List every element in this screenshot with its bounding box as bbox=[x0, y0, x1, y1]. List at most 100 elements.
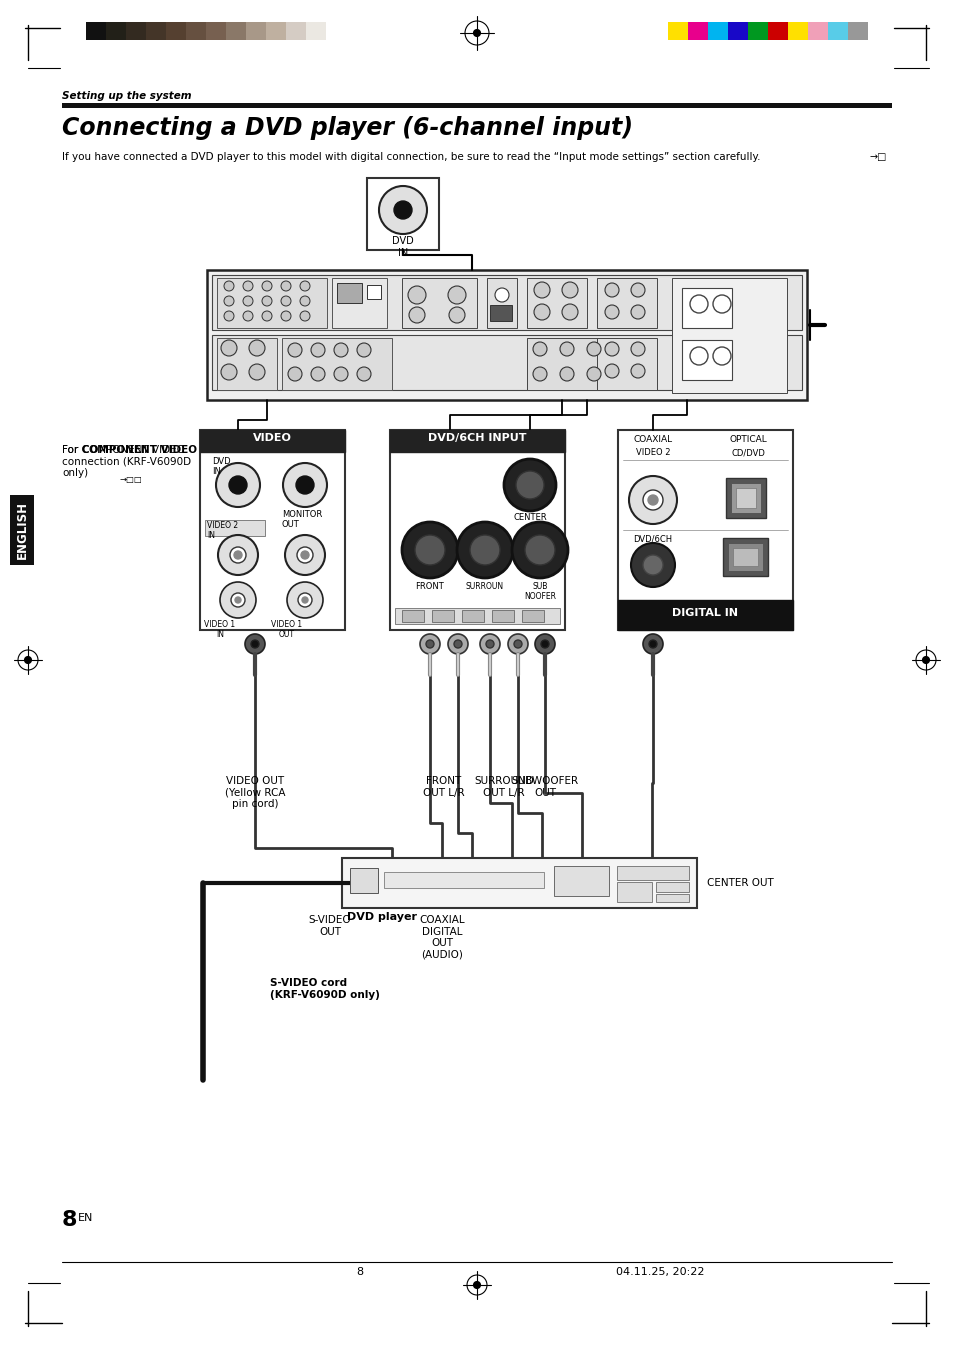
Circle shape bbox=[243, 296, 253, 305]
Circle shape bbox=[630, 282, 644, 297]
Text: ENGLISH: ENGLISH bbox=[15, 501, 29, 559]
Text: If you have connected a DVD player to this model with digital connection, be sur: If you have connected a DVD player to th… bbox=[62, 153, 760, 162]
Bar bbox=[205, 520, 265, 536]
Circle shape bbox=[647, 494, 658, 505]
Text: SUBWOOFER
OUT: SUBWOOFER OUT bbox=[511, 775, 578, 797]
Circle shape bbox=[287, 582, 323, 617]
Circle shape bbox=[295, 476, 314, 494]
Bar bbox=[212, 335, 801, 390]
Circle shape bbox=[559, 342, 574, 357]
Circle shape bbox=[251, 640, 258, 648]
Bar bbox=[336, 282, 361, 303]
Circle shape bbox=[281, 296, 291, 305]
Bar bbox=[384, 871, 543, 888]
Text: DVD
IN: DVD IN bbox=[392, 236, 414, 258]
Circle shape bbox=[334, 343, 348, 357]
Bar bbox=[432, 611, 454, 621]
Circle shape bbox=[409, 307, 424, 323]
Circle shape bbox=[262, 311, 272, 322]
Bar bbox=[350, 867, 377, 893]
Circle shape bbox=[561, 282, 578, 299]
Bar bbox=[401, 611, 423, 621]
Circle shape bbox=[249, 340, 265, 357]
Bar bbox=[807, 22, 827, 41]
Bar bbox=[146, 22, 166, 41]
Circle shape bbox=[249, 363, 265, 380]
Circle shape bbox=[630, 342, 644, 357]
Bar bbox=[554, 866, 608, 896]
Circle shape bbox=[642, 490, 662, 509]
Circle shape bbox=[281, 311, 291, 322]
Circle shape bbox=[448, 634, 468, 654]
Bar bbox=[286, 22, 306, 41]
Text: For COMPONENT VIDEO
connection (KRF-V6090D
only): For COMPONENT VIDEO connection (KRF-V609… bbox=[62, 444, 191, 478]
Bar bbox=[597, 338, 657, 390]
Text: VIDEO 1
OUT: VIDEO 1 OUT bbox=[272, 620, 302, 639]
Bar bbox=[212, 276, 801, 330]
Circle shape bbox=[299, 311, 310, 322]
Bar bbox=[395, 608, 559, 624]
Text: 8: 8 bbox=[62, 1210, 77, 1229]
Circle shape bbox=[467, 1275, 486, 1296]
Circle shape bbox=[220, 582, 255, 617]
Circle shape bbox=[233, 551, 242, 559]
Bar bbox=[226, 22, 246, 41]
Circle shape bbox=[464, 22, 489, 45]
Circle shape bbox=[221, 363, 236, 380]
Circle shape bbox=[534, 282, 550, 299]
Text: CENTER OUT: CENTER OUT bbox=[706, 878, 773, 888]
Bar bbox=[681, 340, 731, 380]
Text: FRONT: FRONT bbox=[416, 582, 444, 590]
Bar bbox=[730, 484, 760, 513]
Bar bbox=[847, 22, 867, 41]
Bar bbox=[707, 22, 727, 41]
Bar bbox=[767, 22, 787, 41]
Circle shape bbox=[604, 363, 618, 378]
Circle shape bbox=[356, 367, 371, 381]
Text: S-VIDEO cord
(KRF-V6090D only): S-VIDEO cord (KRF-V6090D only) bbox=[270, 978, 379, 1000]
Bar bbox=[727, 543, 762, 571]
Text: SURROUND
OUT L/R: SURROUND OUT L/R bbox=[474, 775, 534, 797]
Circle shape bbox=[473, 30, 480, 36]
Bar bbox=[390, 430, 564, 453]
Circle shape bbox=[648, 640, 657, 648]
Circle shape bbox=[401, 521, 457, 578]
Circle shape bbox=[356, 343, 371, 357]
Circle shape bbox=[231, 593, 245, 607]
Bar bbox=[282, 338, 392, 390]
Bar bbox=[681, 288, 731, 328]
Circle shape bbox=[915, 650, 935, 670]
Circle shape bbox=[448, 286, 465, 304]
Circle shape bbox=[224, 311, 233, 322]
Text: DVD/6CH INPUT: DVD/6CH INPUT bbox=[427, 434, 526, 443]
Circle shape bbox=[301, 551, 309, 559]
Bar bbox=[617, 882, 651, 902]
Circle shape bbox=[302, 597, 308, 603]
Circle shape bbox=[408, 286, 426, 304]
Circle shape bbox=[454, 640, 461, 648]
Circle shape bbox=[586, 367, 600, 381]
Circle shape bbox=[470, 535, 499, 565]
Bar bbox=[390, 430, 564, 630]
Circle shape bbox=[689, 347, 707, 365]
Circle shape bbox=[507, 634, 527, 654]
Circle shape bbox=[243, 281, 253, 290]
Bar bbox=[332, 278, 387, 328]
Circle shape bbox=[604, 282, 618, 297]
Bar bbox=[490, 305, 512, 322]
Circle shape bbox=[378, 186, 427, 234]
Text: VIDEO 2: VIDEO 2 bbox=[635, 449, 670, 457]
Text: DVD/6CH: DVD/6CH bbox=[633, 535, 672, 544]
Circle shape bbox=[604, 305, 618, 319]
Circle shape bbox=[533, 367, 546, 381]
Text: COMPONENT VIDEO: COMPONENT VIDEO bbox=[82, 444, 196, 455]
Circle shape bbox=[419, 634, 439, 654]
Text: COAXIAL: COAXIAL bbox=[633, 435, 672, 444]
Bar bbox=[492, 611, 514, 621]
Text: EN: EN bbox=[78, 1213, 93, 1223]
Bar bbox=[166, 22, 186, 41]
Circle shape bbox=[485, 640, 494, 648]
Circle shape bbox=[604, 342, 618, 357]
Circle shape bbox=[297, 593, 312, 607]
Circle shape bbox=[18, 650, 38, 670]
